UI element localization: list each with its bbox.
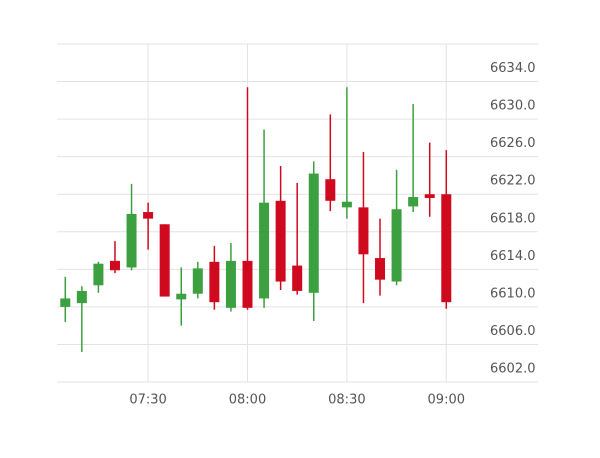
candle-body [192,268,203,294]
x-tick-label: 07:30 [129,393,166,408]
candle-body [93,263,104,286]
candle-body [225,260,236,308]
candle-body [143,212,154,219]
candle-body [408,197,419,207]
x-tick-label: 08:00 [229,393,266,408]
candle-body [424,194,435,198]
y-tick-label: 6630.0 [490,99,536,114]
candle-body [441,194,452,303]
y-tick-label: 6634.0 [490,61,536,76]
candle-body [60,298,71,307]
candle-body [159,224,170,297]
y-tick-label: 6606.0 [490,324,536,339]
candle-body [275,200,286,282]
y-tick-label: 6614.0 [490,249,536,264]
candle-body [126,213,137,268]
candle-body [242,260,253,308]
candle-body [391,209,402,282]
y-tick-label: 6622.0 [490,174,536,189]
x-tick-label: 09:00 [428,393,465,408]
y-tick-label: 6602.0 [490,362,536,377]
candle-body [176,293,187,300]
candle-body [325,179,336,201]
candle-body [109,260,120,271]
candle-body [292,265,303,291]
y-tick-label: 6618.0 [490,211,536,226]
candle-body [375,258,386,280]
candle-body [308,173,319,293]
candle-body [358,207,369,255]
candle-body [76,290,87,304]
y-tick-label: 6610.0 [490,286,536,301]
candle-body [259,202,270,299]
x-tick-label: 08:30 [328,393,365,408]
candle-body [209,261,220,303]
candle-body [341,201,352,208]
y-tick-label: 6626.0 [490,136,536,151]
